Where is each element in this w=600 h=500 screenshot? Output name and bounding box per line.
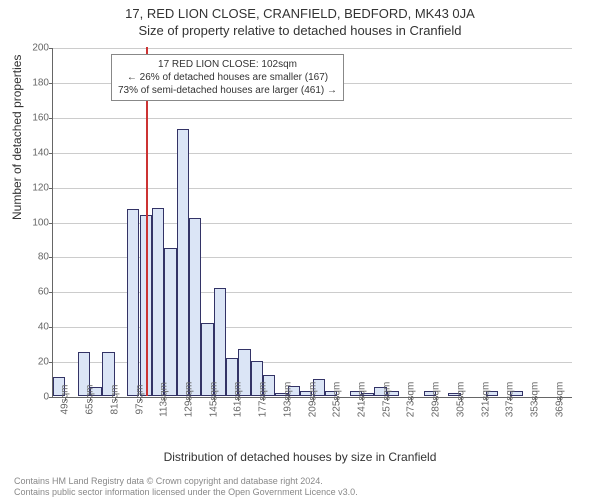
- x-tick-label: 81sqm: [109, 384, 120, 414]
- chart-container: 17, RED LION CLOSE, CRANFIELD, BEDFORD, …: [0, 0, 600, 500]
- footer-attribution: Contains HM Land Registry data © Crown c…: [14, 476, 358, 498]
- histogram-bar: [164, 248, 176, 396]
- annotation-line-1: 17 RED LION CLOSE: 102sqm: [118, 58, 337, 71]
- annotation-line-3: 73% of semi-detached houses are larger (…: [118, 84, 337, 97]
- x-tick-label: 369sqm: [554, 382, 565, 418]
- y-tick: [49, 223, 53, 224]
- x-axis-title: Distribution of detached houses by size …: [0, 450, 600, 464]
- page-title: 17, RED LION CLOSE, CRANFIELD, BEDFORD, …: [0, 0, 600, 21]
- footer-line-2: Contains public sector information licen…: [14, 487, 358, 498]
- x-tick-label: 161sqm: [233, 382, 244, 418]
- gridline: [53, 118, 572, 119]
- y-tick-label: 0: [19, 392, 49, 403]
- x-tick-label: 305sqm: [455, 382, 466, 418]
- y-tick: [49, 153, 53, 154]
- y-tick-label: 20: [19, 357, 49, 368]
- x-tick-label: 65sqm: [85, 384, 96, 414]
- x-tick-label: 97sqm: [134, 384, 145, 414]
- y-tick: [49, 397, 53, 398]
- histogram-bar: [214, 288, 226, 396]
- y-tick-label: 60: [19, 287, 49, 298]
- y-tick: [49, 257, 53, 258]
- y-tick: [49, 188, 53, 189]
- y-tick-label: 160: [19, 112, 49, 123]
- x-tick-label: 289sqm: [431, 382, 442, 418]
- annotation-box: 17 RED LION CLOSE: 102sqm← 26% of detach…: [111, 54, 344, 101]
- y-tick-label: 140: [19, 147, 49, 158]
- histogram-bar: [127, 209, 139, 396]
- gridline: [53, 48, 572, 49]
- y-tick: [49, 48, 53, 49]
- y-tick: [49, 362, 53, 363]
- chart-area: 02040608010012014016018020049sqm65sqm81s…: [52, 48, 572, 398]
- gridline: [53, 188, 572, 189]
- x-tick-label: 321sqm: [480, 382, 491, 418]
- x-tick-label: 113sqm: [159, 382, 170, 417]
- histogram-bar: [189, 218, 201, 396]
- x-tick-label: 225sqm: [332, 382, 343, 418]
- y-tick-label: 100: [19, 217, 49, 228]
- histogram-bar: [152, 208, 164, 396]
- y-tick: [49, 327, 53, 328]
- x-tick-label: 177sqm: [258, 382, 269, 418]
- x-tick-label: 353sqm: [529, 382, 540, 418]
- page-subtitle: Size of property relative to detached ho…: [0, 21, 600, 38]
- y-tick-label: 120: [19, 182, 49, 193]
- annotation-line-2: ← 26% of detached houses are smaller (16…: [118, 71, 337, 84]
- x-tick-label: 145sqm: [208, 382, 219, 418]
- x-tick-label: 241sqm: [356, 382, 367, 418]
- y-tick: [49, 83, 53, 84]
- y-tick-label: 180: [19, 77, 49, 88]
- footer-line-1: Contains HM Land Registry data © Crown c…: [14, 476, 358, 487]
- x-tick-label: 337sqm: [505, 382, 516, 418]
- y-tick-label: 40: [19, 322, 49, 333]
- plot-region: 02040608010012014016018020049sqm65sqm81s…: [52, 48, 572, 398]
- x-tick-label: 273sqm: [406, 382, 417, 418]
- x-tick-label: 49sqm: [60, 384, 71, 414]
- y-tick: [49, 292, 53, 293]
- gridline: [53, 153, 572, 154]
- x-tick-label: 129sqm: [183, 382, 194, 418]
- x-tick-label: 193sqm: [282, 382, 293, 418]
- x-tick-label: 209sqm: [307, 382, 318, 418]
- histogram-bar: [177, 129, 189, 396]
- y-tick-label: 200: [19, 43, 49, 54]
- x-tick-label: 257sqm: [381, 382, 392, 418]
- y-tick: [49, 118, 53, 119]
- y-tick-label: 80: [19, 252, 49, 263]
